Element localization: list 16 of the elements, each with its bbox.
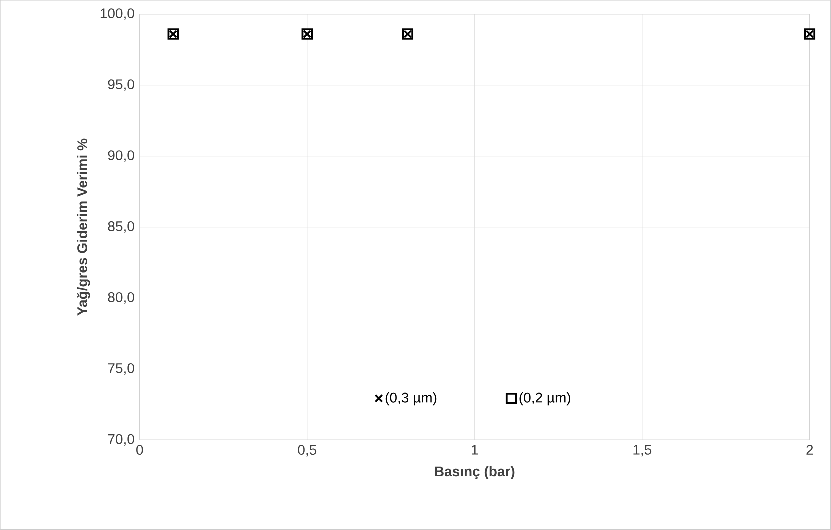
x-tick-label: 0 [136,445,144,456]
x-tick-label: 1 [472,445,478,455]
y-axis-title: Yağ/gres Giderim Verimi % [77,138,90,316]
y-tick-label: 95,0 [108,80,134,92]
y-tick-label: 75,0 [108,363,134,376]
y-tick-label: 90,0 [108,150,134,162]
y-tick-label: 85,0 [108,222,134,234]
x-axis-title: Basınç (bar) [435,466,515,480]
legend-label: (0,3 µm) [386,392,437,406]
y-tick-label: 100,0 [100,8,134,20]
x-tick-label: 1,5 [634,445,652,457]
x-tick-label: 2 [806,445,814,455]
y-tick-label: 70,0 [108,434,134,446]
legend-label: (0,2 µm) [520,392,570,406]
x-tick-label: 0,5 [298,445,317,457]
y-tick-label: 80,0 [108,292,134,304]
